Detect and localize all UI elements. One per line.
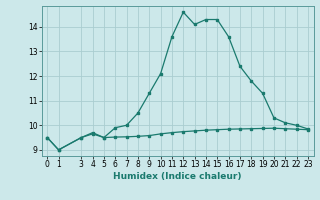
X-axis label: Humidex (Indice chaleur): Humidex (Indice chaleur) [113,172,242,181]
